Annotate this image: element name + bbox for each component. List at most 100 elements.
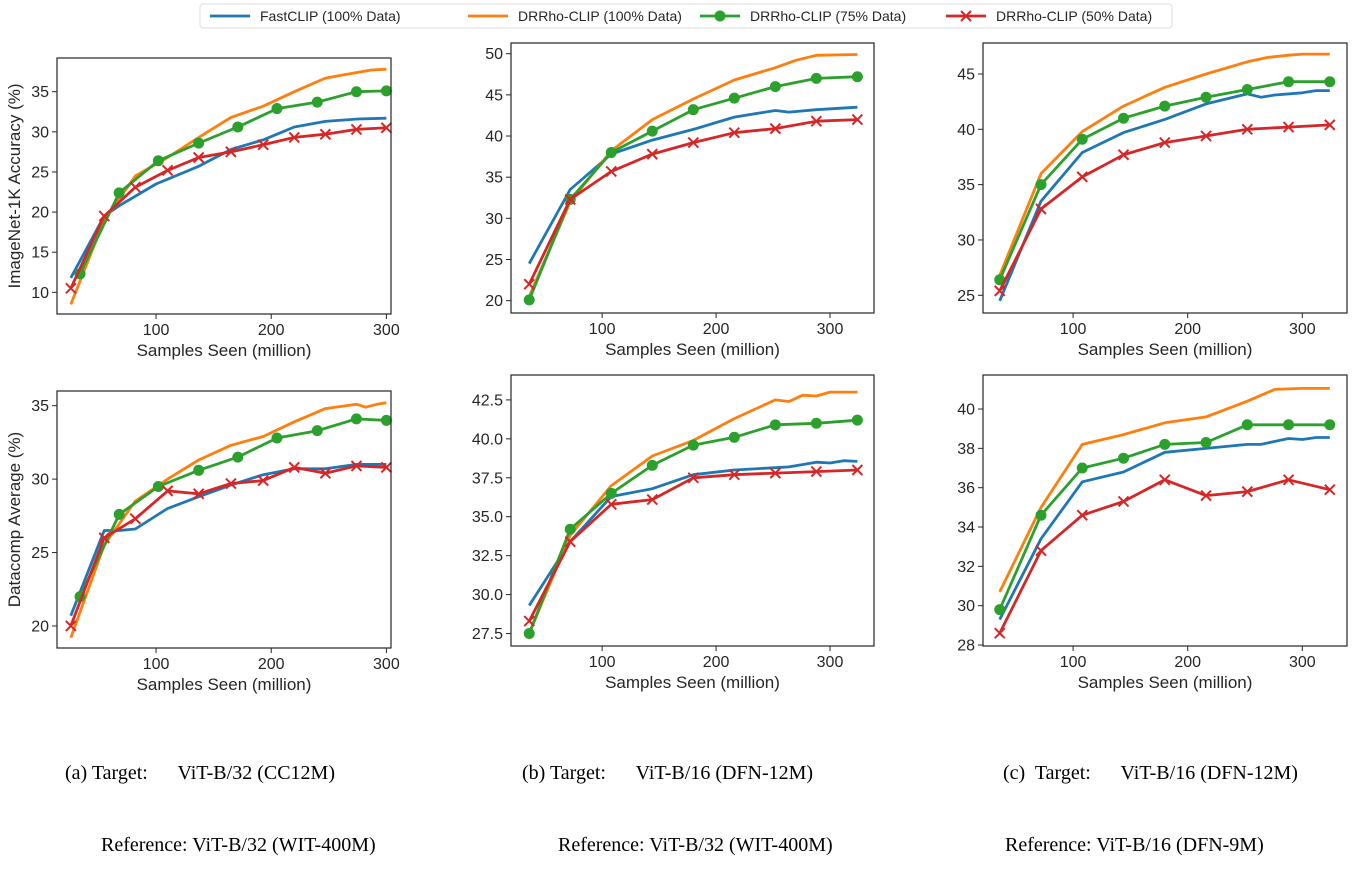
series-line (78, 89, 387, 275)
y-tick-label: 35.0 (472, 509, 503, 526)
data-point (152, 155, 164, 167)
series-line (998, 436, 1330, 621)
data-point-stroke (1159, 136, 1171, 149)
caption-a: (a) Target: ViT-B/32 (CC12M) Reference: … (65, 713, 376, 881)
data-point-stroke (1324, 119, 1336, 131)
y-axis-label: ImageNet-1K Accuracy (%) (5, 83, 24, 288)
legend-frame (199, 3, 1173, 29)
legend-label: FastCLIP (100% Data) (260, 8, 401, 24)
data-point (564, 535, 576, 548)
subplot-1: 100 200 300 10 15 20 25 30 35 Samples Seen (milli… (5, 57, 400, 360)
data-point (769, 122, 782, 135)
data-point-stroke (1159, 474, 1171, 486)
data-point (113, 508, 125, 520)
series-line (527, 390, 858, 635)
data-point (605, 487, 617, 499)
legend: FastCLIP (100% Data) DRRho-CLIP (100% Dat… (199, 3, 1173, 29)
data-point (380, 414, 392, 426)
series-2 (998, 52, 1330, 276)
caption-b: (b) Target: ViT-B/16 (DFN-12M) Reference… (522, 713, 833, 881)
data-point-stroke (225, 146, 237, 158)
caption-a-line2: Reference: ViT-B/32 (WIT-400M) (101, 834, 376, 856)
data-point (1324, 419, 1336, 431)
series-3 (994, 419, 1336, 616)
y-axis-label: Datacomp Average (%) (5, 432, 24, 607)
data-point (232, 451, 244, 463)
data-point (769, 467, 782, 479)
legend-entry: FastCLIP (100% Data) (210, 8, 401, 24)
figure: FastCLIP (100% Data) DRRho-CLIP (100% Dat… (5, 3, 1348, 694)
data-point (994, 604, 1006, 616)
caption-c-line1: (c) Target: ViT-B/16 (DFN-12M) (1003, 762, 1298, 784)
y-tick-label: 38 (957, 441, 975, 458)
data-point (65, 620, 77, 632)
series-line (527, 468, 858, 622)
series-4 (523, 464, 864, 627)
x-tick-label: 100 (589, 654, 616, 671)
y-tick-label: 42.5 (472, 392, 503, 409)
data-point-stroke (288, 461, 300, 474)
axes-frame (510, 42, 875, 314)
legend-marker (960, 10, 972, 22)
data-point (192, 151, 205, 164)
series-line (69, 116, 387, 279)
y-tick-label: 30.0 (472, 587, 503, 604)
data-point-stroke (380, 461, 393, 474)
data-point (288, 461, 300, 474)
data-point-stroke (1035, 203, 1047, 215)
data-point-stroke (161, 164, 174, 177)
y-tick-label: 25 (31, 164, 49, 181)
data-point (225, 477, 237, 490)
data-point (129, 513, 142, 525)
data-point (769, 419, 781, 431)
axes-frame (982, 374, 1348, 647)
series-line (527, 105, 858, 265)
data-point-stroke (994, 285, 1006, 297)
data-point (1324, 76, 1336, 88)
subplots: 100 200 300 10 15 20 25 30 35 Samples Seen (milli… (5, 42, 1348, 694)
data-point (225, 146, 237, 158)
series-2 (69, 67, 387, 305)
y-tick-label: 45 (957, 66, 975, 83)
x-axis-label: Samples Seen (million) (137, 341, 312, 360)
x-axis-label: Samples Seen (million) (1078, 340, 1253, 359)
data-point (810, 465, 823, 478)
data-point (728, 127, 741, 139)
data-point-stroke (564, 535, 576, 548)
data-point (319, 467, 332, 479)
data-point-stroke (728, 127, 741, 139)
data-point (350, 413, 362, 425)
data-point (1035, 203, 1047, 215)
data-point (1035, 544, 1047, 557)
y-tick-label: 40 (957, 402, 975, 419)
data-point-stroke (319, 467, 332, 479)
data-point (1200, 436, 1212, 448)
data-point (98, 210, 110, 222)
data-point-stroke (129, 513, 142, 525)
axes-frame (56, 390, 392, 649)
series-line (69, 67, 387, 305)
subplot-5: 100 200 300 27.5 30.0 32.5 35.0 37.5 40.0 42.5 Sam… (472, 374, 875, 692)
data-point (646, 125, 658, 137)
y-tick-label: 25 (957, 288, 975, 305)
legend-marker (714, 10, 726, 22)
x-tick-label: 200 (1174, 654, 1201, 671)
data-point (1282, 121, 1295, 133)
data-point (1159, 438, 1171, 450)
data-point (1241, 83, 1253, 95)
y-tick-label: 25 (485, 252, 503, 269)
data-point-stroke (192, 151, 205, 164)
y-tick-label: 30 (957, 598, 975, 615)
data-point (232, 121, 244, 133)
x-tick-label: 300 (817, 321, 844, 338)
series-line (998, 386, 1330, 593)
data-point-stroke (1117, 495, 1130, 508)
x-tick-label: 200 (1174, 321, 1201, 338)
y-tick-label: 20 (31, 205, 49, 222)
y-tick-label: 25 (31, 545, 49, 562)
data-point (810, 417, 822, 429)
legend-entry: DRRho-CLIP (50% Data) (946, 8, 1152, 24)
data-point (380, 122, 393, 134)
data-point (1159, 100, 1171, 112)
y-tick-label: 35 (31, 398, 49, 415)
